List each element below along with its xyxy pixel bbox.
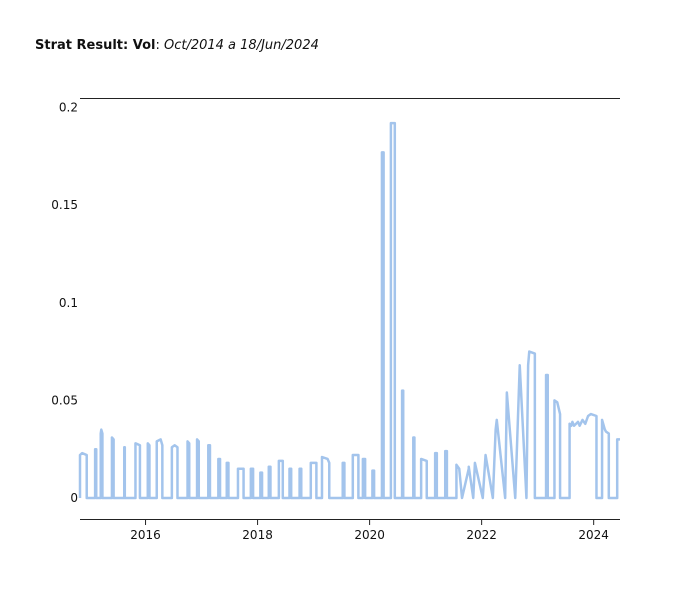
y-tick-label: 0 [70, 491, 78, 505]
series-layer [78, 121, 620, 500]
series-line-0 [78, 121, 620, 500]
chart-title: Strat Result: Vol: Oct/2014 a 18/Jun/202… [35, 38, 319, 54]
x-axis-ticks: 2016 2018 2020 2022 2024 [130, 519, 609, 542]
x-tick-label: 2018 [242, 528, 273, 542]
y-tick-label: 0.1 [59, 296, 78, 310]
chart-title-date-range: Oct/2014 a 18/Jun/2024 [163, 38, 319, 53]
x-tick-label: 2024 [578, 528, 609, 542]
x-tick-label: 2022 [466, 528, 497, 542]
y-tick-label: 0.2 [59, 101, 78, 115]
x-tick-label: 2016 [130, 528, 161, 542]
y-tick-label: 0.15 [51, 198, 78, 212]
chart-title-separator: : [155, 38, 160, 53]
y-tick-label: 0.05 [51, 393, 78, 407]
x-tick-label: 2020 [354, 528, 385, 542]
chart-title-strategy: Strat Result: Vol [35, 38, 156, 53]
y-axis-ticks: 0 0.05 0.1 0.15 0.2 [51, 101, 78, 506]
